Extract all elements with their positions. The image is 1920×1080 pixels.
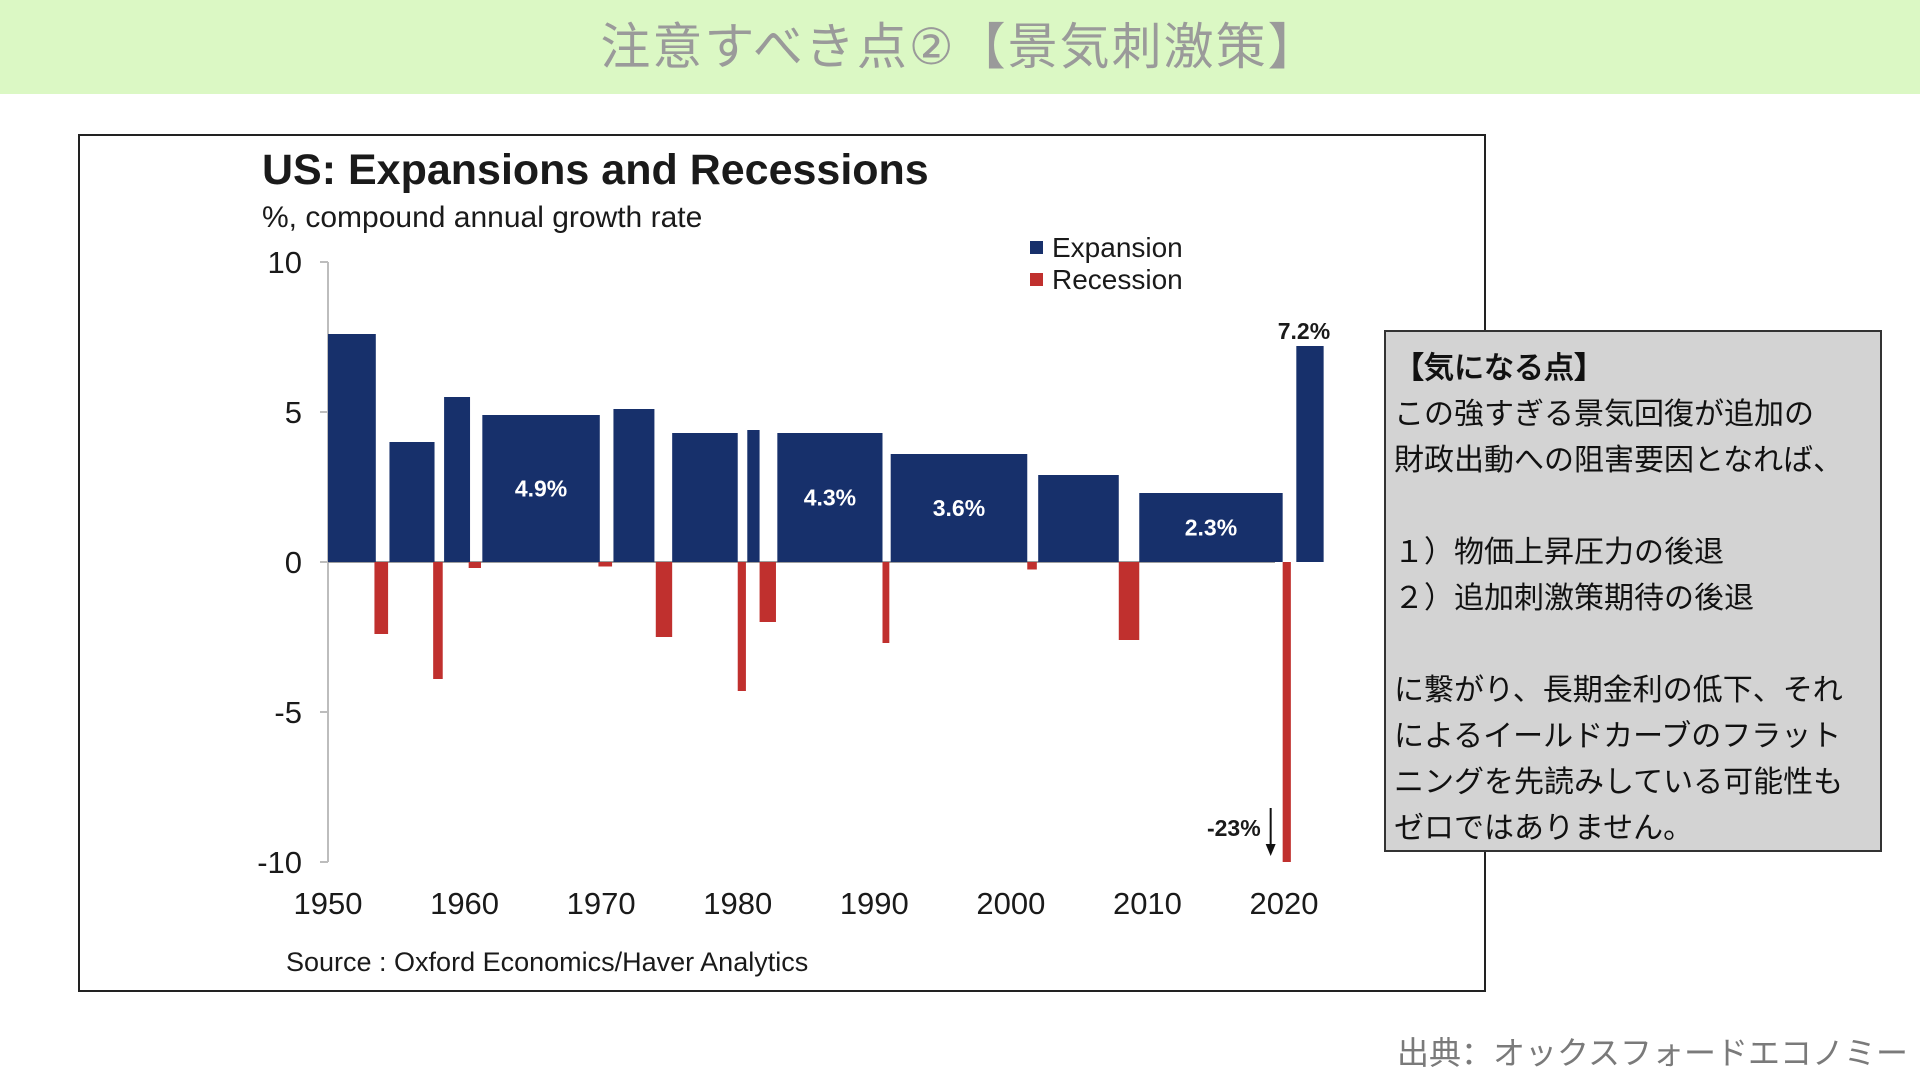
footer-source: 出典：オックスフォードエコノミー <box>1396 1034 1908 1072</box>
recession-bar <box>1282 562 1291 862</box>
x-tick-label: 2000 <box>976 886 1045 921</box>
expansion-bar <box>890 454 1028 562</box>
note-line: によるイールドカーブのフラット <box>1394 719 1842 754</box>
expansions-recessions-chart: US: Expansions and Recessions %, compound… <box>257 146 1330 977</box>
note-line: １）物価上昇圧力の後退 <box>1394 535 1724 570</box>
x-tick-label: 1950 <box>294 886 363 921</box>
expansion-bar <box>747 430 760 562</box>
chart-subtitle: %, compound annual growth rate <box>262 201 702 234</box>
data-label: -23% <box>1207 815 1261 841</box>
data-label: 2.3% <box>1185 515 1237 541</box>
recession-bar <box>598 562 613 567</box>
legend-swatch <box>1030 273 1043 286</box>
legend-label: Expansion <box>1052 232 1183 263</box>
recession-bar <box>655 562 673 637</box>
y-tick-label: -10 <box>257 845 302 880</box>
chart-source: Source : Oxford Economics/Haver Analytic… <box>286 947 808 977</box>
note-line: 財政出動への阻害要因となれば、 <box>1394 443 1844 478</box>
slide-header: 注意すべき点②【景気刺激策】 <box>0 0 1920 94</box>
y-tick-label: 5 <box>285 395 302 430</box>
chart-title: US: Expansions and Recessions <box>262 146 929 194</box>
x-tick-label: 1990 <box>840 886 909 921</box>
note-line: この強すぎる景気回復が追加の <box>1394 397 1814 432</box>
note-box: 【気になる点】 この強すぎる景気回復が追加の 財政出動への阻害要因となれば、 １… <box>1384 330 1882 852</box>
x-tick-label: 1970 <box>567 886 636 921</box>
expansion-bar <box>777 433 883 562</box>
y-tick-label: 10 <box>268 245 302 280</box>
y-tick-label: 0 <box>285 545 302 580</box>
data-label: 4.3% <box>804 485 856 511</box>
legend-swatch <box>1030 241 1043 254</box>
expansion-bar <box>1038 475 1119 562</box>
y-tick-label: -5 <box>274 695 302 730</box>
expansion-bar <box>672 433 738 562</box>
recession-bar <box>1118 562 1140 640</box>
recession-bar <box>468 562 481 568</box>
note-line: に繋がり、長期金利の低下、それ <box>1394 673 1843 708</box>
note-line: ゼロではありません。 <box>1394 811 1694 846</box>
expansion-bar <box>328 334 376 562</box>
x-tick-label: 2020 <box>1250 886 1319 921</box>
x-tick-label: 1960 <box>430 886 499 921</box>
expansion-bar <box>1296 346 1324 562</box>
x-tick-label: 1980 <box>703 886 772 921</box>
slide-title: 注意すべき点②【景気刺激策】 <box>600 18 1320 76</box>
expansion-bar <box>482 415 600 562</box>
expansion-bar <box>613 409 655 562</box>
recession-bar <box>1027 562 1037 570</box>
data-label: 7.2% <box>1278 318 1330 344</box>
note-heading: 【気になる点】 <box>1394 351 1604 386</box>
note-line: ２）追加刺激策期待の後退 <box>1394 581 1754 616</box>
recession-bar <box>759 562 776 622</box>
recession-bar <box>433 562 443 679</box>
x-tick-label: 2010 <box>1113 886 1182 921</box>
data-label: 3.6% <box>933 495 985 521</box>
recession-bar <box>737 562 746 691</box>
data-label: 4.9% <box>515 476 567 502</box>
expansion-bar <box>444 397 471 562</box>
expansion-bar <box>389 442 435 562</box>
expansion-bar <box>1139 493 1283 562</box>
recession-bar <box>882 562 890 643</box>
recession-bar <box>374 562 389 634</box>
truncation-arrowhead <box>1265 844 1276 856</box>
legend-label: Recession <box>1052 264 1183 295</box>
note-line: ニングを先読みしている可能性も <box>1394 765 1844 800</box>
chart-frame: US: Expansions and Recessions %, compound… <box>78 134 1486 992</box>
